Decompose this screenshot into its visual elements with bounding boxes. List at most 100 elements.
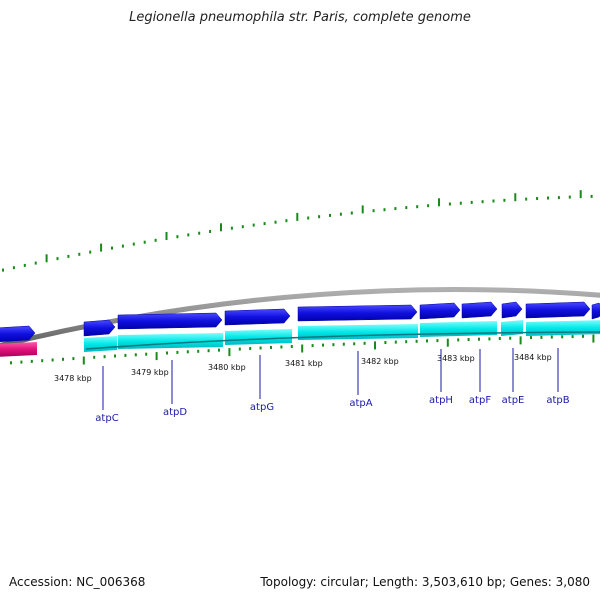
scale-tick bbox=[353, 342, 356, 346]
cds-arrow bbox=[117, 312, 223, 330]
scale-tick bbox=[592, 334, 595, 343]
accession-text: Accession: NC_006368 bbox=[9, 575, 146, 589]
scale-tick bbox=[290, 345, 293, 348]
gene-label: atpD bbox=[163, 407, 187, 418]
gc-skew-tick bbox=[274, 220, 277, 224]
scale-tick bbox=[197, 349, 200, 353]
cds-arrow bbox=[525, 301, 591, 319]
scale-tick bbox=[446, 338, 449, 347]
scale-tick bbox=[82, 356, 85, 365]
scale-tick bbox=[426, 339, 428, 343]
scale-tick bbox=[530, 336, 532, 340]
scale-tick bbox=[124, 353, 127, 357]
scale-tick bbox=[436, 339, 439, 343]
kbp-label: 3479 kbp bbox=[131, 368, 169, 377]
gc-skew-tick bbox=[470, 200, 473, 204]
gc-skew-tick bbox=[2, 268, 4, 272]
gc-content-block bbox=[526, 320, 600, 336]
gc-skew-tick bbox=[536, 197, 539, 200]
gene-label: atpF bbox=[469, 395, 491, 406]
scale-tick bbox=[207, 349, 210, 353]
feature-track bbox=[0, 301, 600, 357]
gc-skew-tick bbox=[56, 257, 59, 261]
gc-skew-tick bbox=[416, 205, 419, 209]
gc-skew-tick bbox=[252, 223, 255, 227]
scale-tick bbox=[457, 338, 460, 342]
scale-tick bbox=[311, 344, 314, 348]
scale-tick bbox=[582, 334, 584, 338]
scale-tick bbox=[270, 346, 272, 349]
gc-skew-tick bbox=[525, 197, 528, 201]
kbp-label: 3482 kbp bbox=[361, 357, 399, 366]
kbp-label: 3483 kbp bbox=[437, 354, 475, 363]
scale-tick bbox=[176, 350, 179, 354]
gc-content-block bbox=[84, 336, 117, 352]
gc-skew-tick bbox=[89, 250, 92, 254]
scale-tick bbox=[301, 344, 304, 353]
gc-skew-tick bbox=[492, 199, 495, 203]
gc-skew-tick bbox=[45, 254, 48, 263]
gc-skew-tick bbox=[459, 201, 462, 205]
scale-tick-track bbox=[10, 334, 595, 365]
gc-skew-tick bbox=[514, 193, 517, 202]
gc-skew-tick bbox=[111, 246, 113, 250]
gc-skew-tick bbox=[329, 213, 331, 217]
gc-skew-tick bbox=[568, 195, 571, 199]
scale-tick bbox=[145, 352, 148, 356]
gc-skew-tick bbox=[34, 261, 37, 265]
scale-tick bbox=[342, 342, 345, 346]
gc-skew-tick bbox=[427, 204, 430, 208]
gc-skew-tick bbox=[438, 198, 440, 207]
scale-tick bbox=[10, 361, 12, 365]
map-title: Legionella pneumophila str. Paris, compl… bbox=[129, 10, 471, 25]
scale-tick bbox=[394, 340, 397, 344]
gc-skew-tick bbox=[350, 211, 353, 215]
gc-content-block bbox=[225, 329, 292, 345]
scale-tick bbox=[467, 338, 470, 341]
gene-label: atpB bbox=[546, 395, 569, 406]
scale-tick bbox=[280, 345, 283, 349]
gc-skew-tick bbox=[263, 222, 266, 226]
scale-tick bbox=[228, 348, 231, 357]
genome-backbone bbox=[0, 287, 600, 349]
scale-tick bbox=[509, 336, 512, 340]
scale-tick bbox=[488, 337, 491, 341]
cds-arrow bbox=[224, 308, 291, 326]
cds-arrow bbox=[0, 325, 36, 342]
gc-skew-tick bbox=[241, 225, 244, 229]
gc-skew-tick bbox=[448, 202, 451, 206]
scale-tick bbox=[259, 346, 262, 350]
scale-tick bbox=[550, 335, 553, 339]
scale-tick bbox=[166, 351, 168, 355]
scale-tick bbox=[249, 347, 252, 350]
gc-skew-tick bbox=[143, 240, 146, 244]
scale-tick bbox=[218, 348, 220, 352]
gc-skew-tick bbox=[547, 196, 549, 200]
gc-skew-tick bbox=[339, 212, 342, 216]
gc-skew-tick bbox=[220, 223, 222, 232]
scale-tick bbox=[72, 357, 75, 361]
gene-label: atpC bbox=[95, 413, 118, 424]
scale-tick bbox=[51, 358, 54, 362]
gc-skew-tick bbox=[121, 244, 124, 248]
kbp-label: 3480 kbp bbox=[208, 363, 246, 372]
scale-tick bbox=[415, 339, 418, 343]
gc-skew-tick bbox=[67, 254, 70, 258]
gc-skew-tick bbox=[394, 207, 397, 211]
scale-tick bbox=[62, 357, 64, 361]
gc-skew-tick bbox=[307, 216, 310, 220]
scale-tick bbox=[561, 335, 564, 339]
scale-tick bbox=[186, 350, 189, 354]
gc-skew-tick bbox=[132, 242, 135, 246]
gc-skew-tick bbox=[154, 238, 157, 242]
gc-skew-tick bbox=[296, 212, 299, 221]
gc-skew-tick bbox=[503, 198, 506, 202]
scale-tick bbox=[114, 354, 116, 358]
gc-skew-track bbox=[2, 190, 593, 272]
gene-label: atpA bbox=[349, 398, 372, 409]
gc-skew-tick bbox=[12, 266, 15, 270]
gc-skew-tick bbox=[165, 232, 168, 240]
cds-arrow bbox=[461, 301, 498, 319]
gc-skew-tick bbox=[187, 233, 190, 237]
